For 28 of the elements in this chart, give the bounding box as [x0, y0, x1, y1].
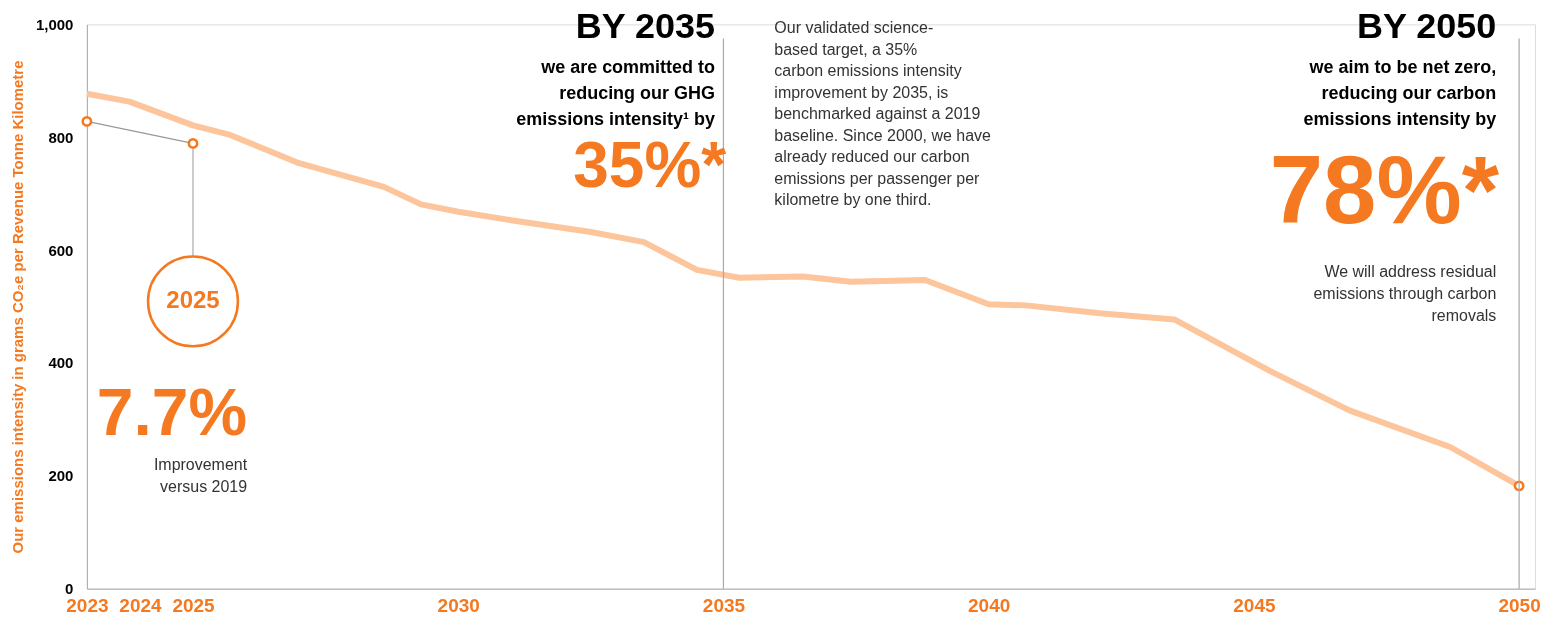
annotation: we aim to be net zero, reducing our carbon emissions intensity by: [1303, 57, 1497, 130]
x-tick-label: 2030: [437, 595, 480, 617]
y-tick-label: 400: [48, 354, 74, 372]
annotation: BY 2035: [575, 4, 715, 46]
point: [187, 138, 199, 149]
annotation: BY 2050: [1357, 4, 1497, 46]
annotation: 7.7%: [96, 375, 248, 450]
y-axis-title: Our emissions intensity in grams CO₂e per Revenue Tonne Kilometre: [8, 60, 26, 554]
x-tick-label: 2045: [1233, 595, 1276, 617]
x-tick-label: 2023: [66, 595, 109, 617]
x-tick-label: 2024: [119, 595, 162, 617]
y-tick-label: 600: [48, 241, 74, 259]
x-tick-label: 2040: [968, 595, 1011, 617]
annotation: 78%*: [1269, 135, 1500, 243]
annotation: We will address residual emissions through carbon removals: [1313, 263, 1497, 325]
x-tick-label: 2035: [702, 595, 746, 617]
x-tick-label: 2050: [1498, 595, 1541, 617]
x-tick-label: 2025: [172, 595, 216, 617]
annotation: we are committed to reducing our GHG emissions intensity¹ by: [516, 57, 715, 130]
text: Our validated science- based target, a 35% carbon emissions intensity improvement by 2035, is benchmarked against a 2019 baseline. Since 2000, we have already reduced our carbon emissions per passenger per kilometre by one third.: [774, 19, 991, 209]
annotation: 2025: [166, 286, 220, 314]
y-tick-label: 0: [65, 580, 74, 598]
annotation: Improvement versus 2019: [153, 456, 248, 496]
y-tick-label: 1,000: [35, 15, 74, 33]
y-tick-label: 200: [48, 467, 74, 485]
y-tick-label: 800: [48, 128, 74, 146]
annotation: 35%*: [573, 129, 727, 202]
point: [81, 116, 93, 127]
